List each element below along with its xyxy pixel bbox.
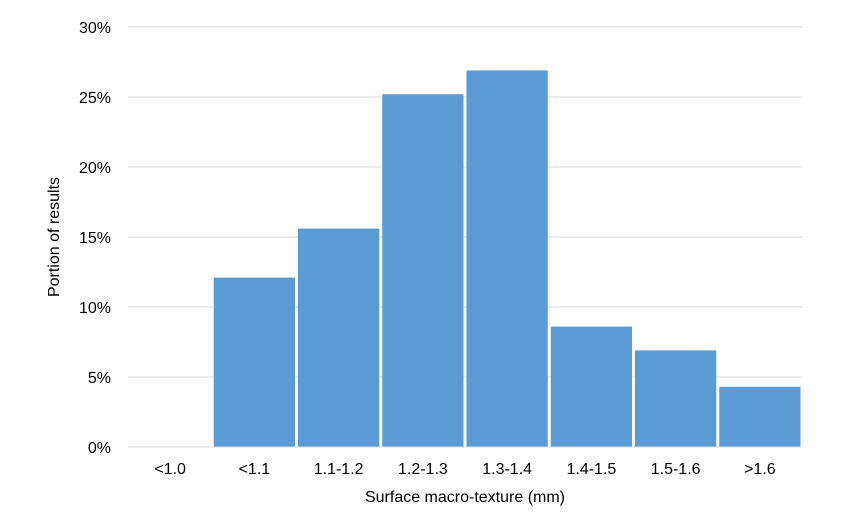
x-tick-labels: <1.0 <1.1 1.1-1.2 1.2-1.3 1.3-1.4 1.4-1.5 1.5-…	[154, 461, 775, 478]
bar	[550, 326, 632, 447]
bars	[213, 70, 801, 448]
x-axis-title: Surface macro-texture (mm)	[365, 489, 565, 506]
bar	[213, 277, 295, 447]
y-tick-label: 10%	[79, 300, 111, 317]
y-tick-label: 0%	[88, 440, 111, 457]
x-tick-label: 1.4-1.5	[566, 461, 616, 478]
x-tick-label: 1.3-1.4	[482, 461, 532, 478]
bar	[382, 94, 464, 447]
bar	[719, 386, 801, 447]
y-tick-label: 20%	[79, 160, 111, 177]
y-tick-label: 30%	[79, 20, 111, 37]
y-tick-labels: 0% 5% 10% 15% 20% 25% 30%	[79, 20, 111, 457]
x-tick-label: >1.6	[744, 461, 776, 478]
y-tick-label: 25%	[79, 90, 111, 107]
bar	[466, 70, 548, 448]
x-tick-label: <1.0	[154, 461, 186, 478]
y-tick-label: 5%	[88, 370, 111, 387]
bar	[635, 350, 717, 447]
x-tick-label: <1.1	[239, 461, 271, 478]
x-tick-label: 1.2-1.3	[398, 461, 448, 478]
x-tick-label: 1.5-1.6	[651, 461, 701, 478]
y-axis-title: Portion of results	[46, 177, 63, 297]
y-tick-label: 15%	[79, 230, 111, 247]
x-tick-label: 1.1-1.2	[314, 461, 364, 478]
bar	[298, 228, 380, 447]
